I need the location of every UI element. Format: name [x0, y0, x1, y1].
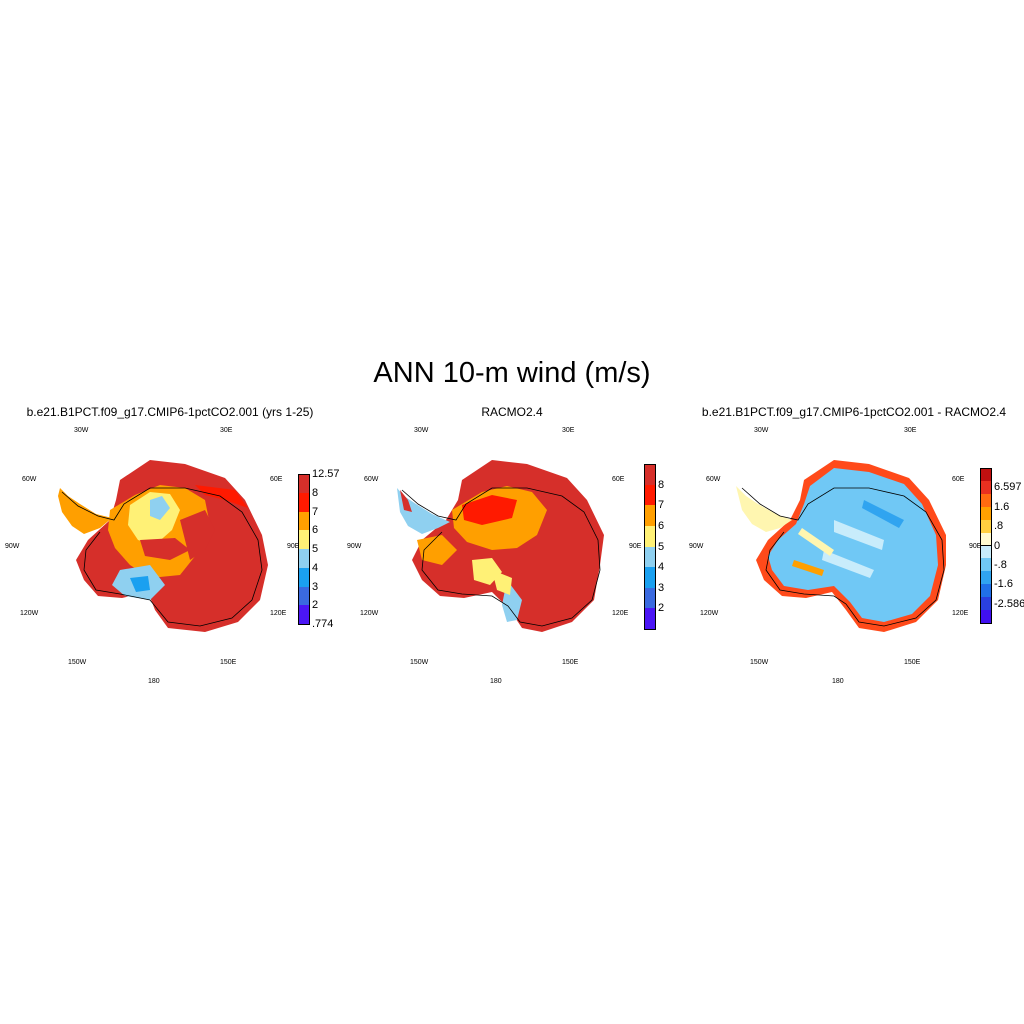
colorbar-swatch	[298, 567, 310, 588]
lon-label-30e: 30E	[562, 427, 575, 434]
lon-label-120e: 120E	[952, 610, 969, 617]
colorbar-swatch	[644, 484, 656, 507]
lon-label-30w: 30W	[414, 427, 429, 434]
colorbar-label: 8	[658, 478, 665, 491]
colorbar-swatch	[980, 597, 992, 612]
colorbar-swatch	[644, 546, 656, 569]
panel-difference: b.e21.B1PCT.f09_g17.CMIP6-1pctCO2.001 - …	[684, 400, 1024, 700]
colorbar-swatch	[644, 505, 656, 527]
lon-label-60e: 60E	[270, 476, 283, 483]
colorbar-swatch	[980, 480, 992, 495]
colorbar-swatch	[298, 605, 310, 625]
colorbar-swatch	[980, 571, 992, 586]
colorbar-label: 6.597	[994, 481, 1022, 494]
antarctica-map-model	[58, 460, 268, 632]
colorbar-swatch	[298, 492, 310, 513]
colorbar-swatch	[298, 511, 310, 532]
lon-label-60w: 60W	[706, 476, 721, 483]
colorbar-swatch	[980, 506, 992, 521]
lon-label-120e: 120E	[612, 610, 629, 617]
lon-label-150w: 150W	[410, 659, 429, 666]
colorbar-label: 12.57	[312, 468, 340, 480]
colorbar-swatch	[980, 545, 992, 560]
colorbar-swatch	[298, 549, 310, 569]
lon-label-90e: 90E	[629, 543, 642, 550]
colorbar-swatch	[644, 587, 656, 610]
colorbar-label: .774	[312, 618, 334, 630]
lon-label-60w: 60W	[22, 476, 37, 483]
colorbar-swatch	[298, 586, 310, 607]
colorbar-swatch	[644, 608, 656, 630]
colorbar-label: 2	[658, 602, 665, 615]
antarctica-map-racmo	[397, 460, 604, 632]
lon-label-120w: 120W	[700, 610, 719, 617]
lon-label-180: 180	[832, 678, 844, 685]
colorbar-label: 7	[312, 505, 319, 518]
colorbar-label: 0	[994, 539, 1001, 552]
lon-label-30w: 30W	[754, 427, 769, 434]
lon-label-30e: 30E	[904, 427, 917, 434]
colorbar-label: 3	[658, 581, 665, 594]
colorbar-swatch	[644, 464, 656, 487]
lon-label-90e: 90E	[287, 543, 300, 550]
colorbar-label: .8	[994, 520, 1004, 533]
lon-label-90w: 90W	[689, 543, 704, 550]
colorbar-swatch	[298, 530, 310, 550]
lon-label-90w: 90W	[347, 543, 362, 550]
lon-label-90w: 90W	[5, 543, 20, 550]
lon-label-150e: 150E	[562, 659, 579, 666]
lon-label-150w: 150W	[68, 659, 87, 666]
panel-title-racmo: RACMO2.4	[481, 405, 543, 419]
antarctica-map-difference	[736, 460, 946, 632]
colorbar-swatch	[980, 610, 992, 624]
lon-label-60e: 60E	[612, 476, 625, 483]
continent-fill	[58, 460, 268, 632]
panel-racmo: RACMO2.4 30W 30E 60W 60E 90W 90E 120W 12…	[342, 400, 682, 700]
figure-title: ANN 10-m wind (m/s)	[373, 357, 651, 389]
panel-model: b.e21.B1PCT.f09_g17.CMIP6-1pctCO2.001 (y…	[0, 400, 340, 700]
colorbar-label: 2	[312, 599, 319, 612]
colorbar-swatch	[980, 584, 992, 599]
colorbar-label: 1.6	[994, 500, 1010, 513]
continent-fill	[736, 460, 946, 632]
lon-label-150w: 150W	[750, 659, 769, 666]
lon-label-150e: 150E	[904, 659, 921, 666]
lon-label-60e: 60E	[952, 476, 965, 483]
lon-label-180: 180	[148, 678, 160, 685]
coastline	[61, 487, 263, 627]
colorbar-label: 6	[312, 524, 319, 537]
lon-label-120e: 120E	[270, 610, 287, 617]
colorbar-swatch	[980, 558, 992, 573]
colorbar-label: 5	[312, 543, 319, 555]
lon-label-30w: 30W	[74, 427, 89, 434]
colorbar-label: 6	[658, 519, 665, 532]
colorbar-label: 7	[658, 499, 665, 512]
colorbar-label: 4	[312, 561, 319, 574]
lon-label-120w: 120W	[20, 610, 39, 617]
lon-label-30e: 30E	[220, 427, 233, 434]
continent-fill	[397, 460, 604, 632]
colorbar-swatch	[298, 474, 310, 495]
lon-label-90e: 90E	[969, 543, 982, 550]
panel-title-model: b.e21.B1PCT.f09_g17.CMIP6-1pctCO2.001 (y…	[26, 405, 314, 419]
colorbar-label: -.8	[994, 558, 1007, 571]
colorbar-swatch	[644, 525, 656, 548]
coastline	[401, 487, 601, 627]
colorbar-label: 4	[658, 561, 665, 574]
coastline	[741, 487, 945, 627]
colorbar-label: 5	[658, 540, 665, 553]
lon-label-60w: 60W	[364, 476, 379, 483]
colorbar-swatch	[980, 519, 992, 534]
panel-title-difference: b.e21.B1PCT.f09_g17.CMIP6-1pctCO2.001 - …	[701, 405, 1007, 419]
lon-label-150e: 150E	[220, 659, 237, 666]
colorbar-label: 8	[312, 486, 319, 499]
colorbar-swatch	[980, 493, 992, 508]
lon-label-120w: 120W	[360, 610, 379, 617]
colorbar-label: -2.586	[994, 597, 1024, 610]
colorbar-label: -1.6	[994, 578, 1013, 591]
lon-label-180: 180	[490, 678, 502, 685]
colorbar-swatch	[980, 532, 992, 547]
colorbar-swatch	[644, 567, 656, 589]
colorbar-label: 3	[312, 580, 319, 593]
